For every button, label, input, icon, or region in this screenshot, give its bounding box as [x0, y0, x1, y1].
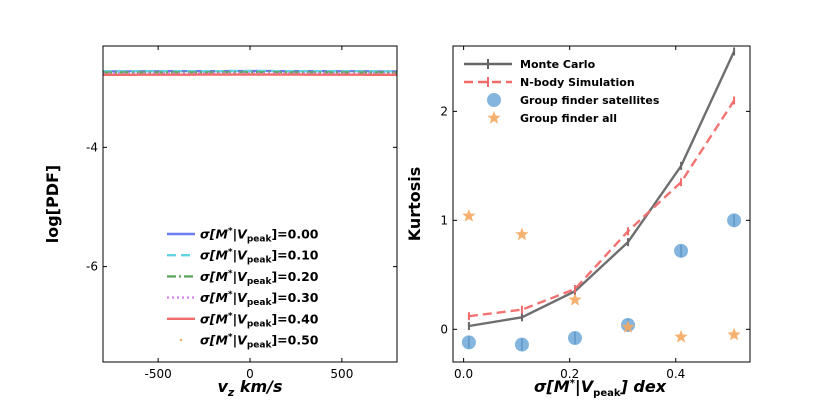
legend-text-part: σ[M [200, 311, 228, 326]
left-xlabel-sub: z [227, 386, 235, 399]
left-legend-label-5: σ[M*|Vpeak]=0.50 [200, 333, 319, 351]
right-panel: 0.0 0.2 0.4 0 1 2 σ[M*|Vpeak] dex Kurtosis M… [405, 45, 751, 399]
legend-text-part: * [228, 269, 233, 279]
right-series-marks [461, 47, 742, 352]
right-y-tick-label: 0 [440, 322, 448, 336]
left-y-tick-label: -6 [86, 260, 98, 274]
left-legend-label-3: σ[M*|Vpeak]=0.30 [200, 290, 319, 308]
right-y-tick-label: 1 [440, 213, 448, 227]
legend-text-part: ]=0.00 [271, 227, 318, 242]
right-legend-swatch-3 [487, 111, 501, 124]
right-legend-swatch-2 [487, 93, 501, 107]
right-series-line-1 [468, 99, 736, 318]
right-legend-label-1: N-body Simulation [520, 76, 635, 89]
legend-text-part: |V [233, 311, 249, 326]
legend-text-part: peak [247, 341, 273, 351]
legend-text-part: peak [247, 235, 273, 245]
right-legend-label-2: Group finder satellites [520, 94, 660, 107]
right-legend-label-3: Group finder all [520, 112, 617, 125]
left-xlabel-rest: km/s [234, 377, 282, 396]
right-x-tick-label: 0.0 [454, 367, 473, 381]
right-y-axis-label: Kurtosis [405, 167, 424, 242]
legend-text-part: peak [247, 319, 273, 329]
legend-text-part: * [228, 333, 233, 343]
legend-text-part: * [228, 290, 233, 300]
legend-text-part: |V [233, 269, 249, 284]
right-point-groupall-2 [568, 292, 582, 306]
legend-text-part: * [228, 227, 233, 237]
left-plot-frame [102, 45, 398, 363]
left-x-tick-label: 0 [246, 367, 254, 381]
left-legend-label-4: σ[M*|Vpeak]=0.40 [200, 311, 319, 329]
legend-text-part: |V [233, 290, 249, 305]
left-x-tick-label: 500 [330, 367, 353, 381]
right-point-groupall-1 [515, 227, 529, 241]
left-x-tick-label: -500 [145, 367, 172, 381]
left-legend: σ[M*|Vpeak]=0.00σ[M*|Vpeak]=0.10σ[M*|Vpe… [167, 227, 319, 351]
legend-text-part: σ[M [200, 290, 228, 305]
legend-text-part: |V [233, 248, 249, 263]
right-y-ticks: 0 1 2 [440, 104, 750, 336]
left-y-ticks: -4 -6 [86, 140, 397, 274]
right-xlabel-suffix: ] dex [620, 377, 667, 396]
left-x-axis-label: vz km/s [217, 377, 282, 399]
left-series-lines [103, 69, 397, 77]
right-xlabel-mid: |V [575, 377, 595, 397]
right-plot-frame [452, 45, 751, 363]
left-y-axis-label: log[PDF] [43, 165, 62, 244]
right-series-line-0 [468, 50, 736, 328]
legend-text-part: σ[M [200, 269, 228, 284]
legend-text-part: |V [233, 333, 249, 348]
right-xlabel-sub2: peak [593, 388, 621, 399]
legend-text-part: ]=0.30 [271, 290, 318, 305]
left-y-tick-label: -4 [86, 140, 98, 154]
left-legend-label-2: σ[M*|Vpeak]=0.20 [200, 269, 319, 287]
right-point-groupall-3 [621, 320, 635, 333]
legend-text-part: ]=0.10 [271, 248, 318, 263]
legend-text-part: peak [247, 298, 273, 308]
legend-text-part: ]=0.50 [271, 333, 318, 348]
right-y-tick-label: 2 [440, 104, 448, 118]
legend-text-part: * [228, 248, 233, 258]
legend-text-part: ]=0.40 [271, 311, 318, 326]
left-legend-label-1: σ[M*|Vpeak]=0.10 [200, 248, 319, 266]
left-x-ticks: -500 0 500 [145, 46, 353, 381]
legend-text-part: peak [247, 277, 273, 287]
right-xlabel-sub1: * [570, 378, 576, 389]
right-legend: Monte Carlo N-body Simulation Group finder… [464, 58, 660, 125]
left-legend-swatch-5 [179, 338, 183, 342]
legend-text-part: |V [233, 227, 249, 242]
legend-text-part: peak [247, 256, 273, 266]
left-panel: -500 0 500 -4-6 vz km/s log[PDF] σ[M*|Vpea… [43, 45, 398, 399]
right-point-groupall-0 [462, 209, 476, 222]
right-point-groupall-5 [727, 327, 741, 341]
left-legend-label-0: σ[M*|Vpeak]=0.00 [200, 227, 319, 245]
legend-text-part: σ[M [200, 248, 228, 263]
right-xlabel-prefix: σ[M [534, 377, 570, 396]
right-x-axis-label: σ[M*|Vpeak] dex [534, 377, 667, 399]
right-x-tick-label: 0.4 [666, 367, 685, 381]
legend-text-part: σ[M [200, 333, 228, 348]
legend-text-part: ]=0.20 [271, 269, 318, 284]
right-legend-label-0: Monte Carlo [520, 58, 596, 71]
legend-text-part: σ[M [200, 227, 228, 242]
right-point-groupall-4 [674, 329, 688, 343]
left-xlabel-v: v [217, 377, 228, 396]
right-x-tick-label: 0.2 [560, 367, 579, 381]
right-x-ticks: 0.0 0.2 0.4 [454, 46, 685, 381]
legend-text-part: * [228, 311, 233, 321]
